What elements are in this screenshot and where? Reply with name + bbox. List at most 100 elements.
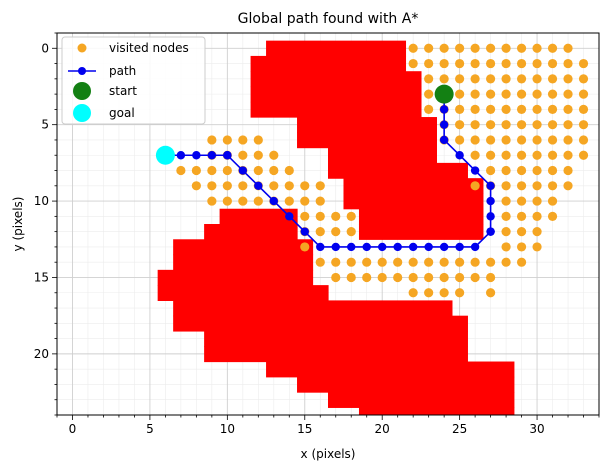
- visited-node: [439, 257, 449, 267]
- path-point: [285, 212, 294, 221]
- legend-goal-label: goal: [109, 106, 135, 120]
- visited-node: [455, 120, 465, 130]
- visited-node: [578, 150, 589, 160]
- visited-node: [516, 58, 527, 69]
- visited-node: [362, 257, 372, 267]
- visited-node: [300, 242, 310, 252]
- visited-node: [424, 58, 434, 69]
- obstacle-cell-run: [173, 239, 314, 256]
- y-tick-label: 20: [34, 347, 49, 361]
- visited-node: [547, 58, 558, 69]
- visited-node: [222, 196, 232, 206]
- visited-node: [547, 43, 558, 53]
- visited-node: [408, 272, 418, 283]
- visited-node: [486, 272, 496, 283]
- visited-node: [222, 181, 232, 191]
- visited-node: [501, 89, 511, 99]
- visited-node: [455, 58, 465, 69]
- visited-node: [377, 257, 387, 267]
- visited-node: [563, 104, 573, 114]
- visited-node: [532, 104, 542, 114]
- x-tick-label: 20: [375, 422, 390, 436]
- visited-node: [578, 120, 589, 130]
- x-tick-label: 0: [69, 422, 77, 436]
- obstacle-cell-run: [297, 376, 515, 393]
- y-tick-label: 0: [41, 41, 49, 55]
- visited-node: [377, 272, 387, 283]
- visited-node: [501, 135, 511, 145]
- visited-node: [516, 74, 527, 84]
- path-series: [161, 89, 495, 252]
- obstacle-cell-run: [173, 300, 453, 317]
- start-marker: [434, 84, 454, 104]
- visited-node: [578, 104, 589, 114]
- obstacle-cell-run: [328, 147, 437, 164]
- visited-node: [455, 104, 465, 114]
- path-point: [455, 242, 464, 252]
- visited-node: [563, 150, 573, 160]
- visited-node: [424, 89, 434, 99]
- visited-node: [516, 120, 527, 130]
- visited-node: [253, 135, 263, 145]
- visited-node: [455, 257, 465, 267]
- visited-node: [516, 257, 527, 267]
- obstacle-cell-run: [157, 285, 329, 301]
- visited-node: [207, 165, 217, 176]
- visited-node: [516, 89, 527, 99]
- x-tick-label: 25: [452, 422, 467, 436]
- visited-node: [547, 135, 558, 145]
- obstacle-cell-run: [250, 55, 407, 72]
- visited-node: [563, 43, 573, 53]
- obstacle-cell-run: [358, 208, 484, 225]
- visited-node: [238, 150, 248, 160]
- visited-node: [315, 257, 325, 267]
- x-axis-ticks: 0 5 10 15 20 25 30: [56, 415, 600, 436]
- visited-node: [516, 104, 527, 114]
- visited-node: [470, 43, 480, 53]
- visited-node: [455, 272, 465, 283]
- visited-node: [470, 74, 480, 84]
- path-point: [192, 151, 201, 160]
- chart-title: Global path found with A*: [238, 11, 419, 27]
- obstacle-cell-run: [297, 132, 437, 149]
- visited-node: [191, 181, 201, 191]
- visited-node: [501, 242, 511, 252]
- visited-node: [486, 74, 496, 84]
- obstacle-cell-run: [204, 224, 298, 240]
- visited-node: [516, 196, 527, 206]
- obstacle-cell-run: [266, 361, 515, 378]
- obstacle-cell-run: [343, 193, 484, 210]
- visited-node: [238, 181, 248, 191]
- visited-node: [331, 211, 341, 221]
- visited-node: [532, 58, 542, 69]
- visited-node: [501, 196, 511, 206]
- visited-node: [532, 181, 542, 191]
- y-axis-label: y (pixels): [11, 197, 25, 252]
- path-point: [269, 196, 278, 206]
- legend: visited nodes path start goal: [61, 36, 206, 125]
- visited-node: [563, 165, 573, 176]
- visited-node: [563, 58, 573, 69]
- visited-node: [424, 104, 434, 114]
- visited-node: [547, 74, 558, 84]
- visited-node: [470, 181, 480, 191]
- visited-node: [331, 272, 341, 283]
- visited-node: [176, 165, 186, 176]
- visited-node: [547, 104, 558, 114]
- obstacle-cell-run: [266, 40, 407, 57]
- visited-node: [393, 257, 403, 267]
- visited-node: [563, 120, 573, 130]
- visited-node: [501, 58, 511, 69]
- y-tick-label: 5: [41, 118, 49, 132]
- visited-node: [207, 135, 217, 145]
- visited-node: [516, 165, 527, 176]
- visited-node: [578, 74, 589, 84]
- visited-node: [315, 227, 325, 237]
- visited-node: [547, 165, 558, 176]
- visited-node: [547, 120, 558, 130]
- visited-node: [578, 58, 589, 69]
- visited-node: [470, 257, 480, 267]
- visited-node: [269, 150, 279, 160]
- obstacle-cell-run: [157, 269, 314, 286]
- visited-node: [486, 104, 496, 114]
